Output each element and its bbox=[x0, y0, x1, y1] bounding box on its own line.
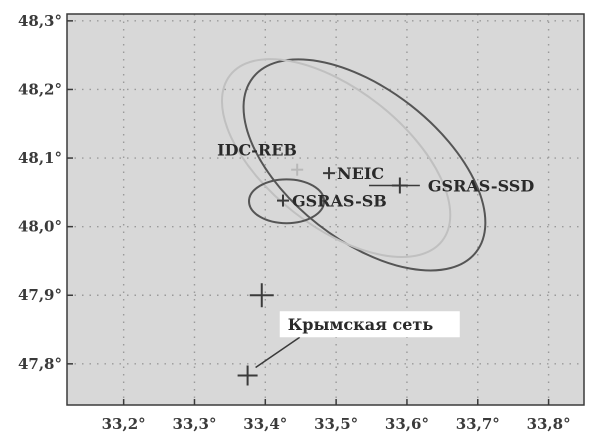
annotation-label: Крымская сеть bbox=[288, 315, 434, 334]
y-tick-label: 48,0° bbox=[18, 218, 62, 236]
y-tick-label: 48,3° bbox=[18, 12, 62, 30]
y-tick-label: 48,2° bbox=[18, 80, 62, 98]
point-label-GSRAS-SB: GSRAS-SB bbox=[292, 192, 387, 211]
point-labels: IDC-REB NEIC GSRAS-SSD GSRAS-SB bbox=[217, 141, 534, 211]
point-label-IDC-REB: IDC-REB bbox=[217, 141, 297, 160]
x-tick-label: 33,4° bbox=[243, 415, 287, 433]
point-IDC-REB bbox=[291, 163, 304, 176]
x-tick-label: 33,3° bbox=[172, 415, 216, 433]
x-tick-label: 33,8° bbox=[527, 415, 571, 433]
x-tick-label: 33,5° bbox=[314, 415, 358, 433]
plot-area bbox=[67, 14, 584, 405]
ellipse-light bbox=[220, 58, 452, 258]
y-tick-label: 47,8° bbox=[18, 355, 62, 373]
point-crimea-network-2 bbox=[237, 365, 258, 386]
x-tick-label: 33,7° bbox=[456, 415, 500, 433]
point-GSRAS-SB bbox=[277, 194, 290, 207]
error-ellipses bbox=[220, 58, 487, 272]
y-tick-label: 47,9° bbox=[18, 286, 62, 304]
y-axis-ticks: 47,8° 47,9° 48,0° 48,1° 48,2° 48,3° bbox=[18, 12, 73, 373]
point-crimea-network-1 bbox=[249, 283, 274, 308]
annotation-leader-line bbox=[255, 336, 301, 369]
annotation: Крымская сеть bbox=[255, 311, 460, 369]
ellipse-large bbox=[242, 58, 487, 272]
x-tick-label: 33,2° bbox=[102, 415, 146, 433]
grid bbox=[67, 14, 584, 405]
plot-frame bbox=[66, 13, 585, 406]
ellipse-small bbox=[248, 178, 326, 225]
annotation-box bbox=[279, 311, 460, 338]
point-NEIC bbox=[323, 167, 336, 180]
x-axis-ticks: 33,2° 33,3° 33,4° 33,5° 33,6° 33,7° 33,8° bbox=[102, 399, 571, 433]
y-tick-label: 48,1° bbox=[18, 149, 62, 167]
point-label-GSRAS-SSD: GSRAS-SSD bbox=[428, 176, 534, 195]
point-label-NEIC: NEIC bbox=[337, 164, 384, 183]
x-tick-label: 33,6° bbox=[385, 415, 429, 433]
